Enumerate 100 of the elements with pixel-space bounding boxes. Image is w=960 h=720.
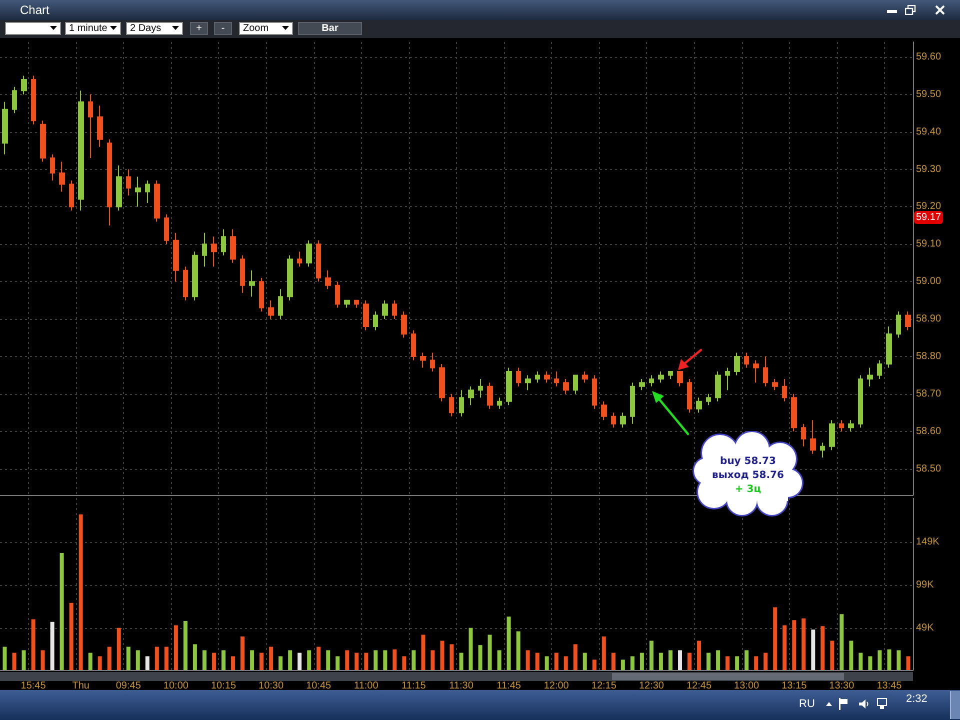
candlestick bbox=[630, 382, 635, 424]
candlestick bbox=[12, 86, 17, 114]
candlestick bbox=[344, 300, 350, 308]
bar bbox=[126, 646, 130, 670]
bar bbox=[544, 656, 549, 670]
candlestick bbox=[677, 370, 683, 387]
candlestick bbox=[905, 311, 911, 331]
candlestick bbox=[478, 378, 483, 398]
candlestick bbox=[183, 266, 188, 301]
bar bbox=[573, 644, 578, 670]
text: RU bbox=[799, 698, 815, 710]
candlestick bbox=[772, 378, 778, 391]
y-tick-label: 59.50 bbox=[916, 88, 942, 100]
candlestick bbox=[535, 370, 540, 384]
bar bbox=[145, 656, 150, 670]
candlestick bbox=[21, 75, 27, 95]
x-tick-label: 12:15 bbox=[591, 680, 617, 692]
annotation: + 3ц bbox=[734, 484, 762, 495]
bar bbox=[564, 656, 568, 670]
bar bbox=[307, 650, 312, 670]
bar bbox=[116, 628, 121, 670]
candlestick bbox=[2, 101, 8, 155]
dropdown: Zoom bbox=[239, 22, 293, 35]
x-tick-label: 12:30 bbox=[638, 680, 664, 692]
bar bbox=[782, 625, 787, 670]
bar bbox=[630, 656, 634, 670]
bar bbox=[726, 656, 730, 670]
candlestick bbox=[516, 367, 521, 387]
y-tick-label: 59.00 bbox=[916, 276, 942, 288]
candlestick bbox=[734, 352, 740, 376]
bar bbox=[298, 652, 302, 670]
candlestick bbox=[420, 352, 426, 368]
candlestick bbox=[867, 367, 873, 387]
bar bbox=[830, 640, 834, 670]
button: + bbox=[190, 22, 208, 35]
bar bbox=[392, 649, 397, 670]
bar bbox=[735, 656, 740, 670]
bar bbox=[878, 650, 882, 670]
candlestick bbox=[706, 393, 711, 406]
bar bbox=[202, 650, 206, 670]
bar bbox=[516, 631, 520, 670]
y-tick-label: 49K bbox=[916, 622, 934, 634]
y-tick-label: 58.70 bbox=[916, 388, 942, 400]
candlestick bbox=[582, 370, 588, 384]
bar bbox=[154, 646, 159, 670]
y-tick-label: 58.80 bbox=[916, 350, 942, 362]
candlestick bbox=[896, 311, 901, 338]
candlestick bbox=[791, 393, 797, 432]
annotation: выход 58.76 bbox=[712, 470, 784, 481]
bar bbox=[183, 620, 188, 670]
bar bbox=[535, 652, 540, 670]
bar bbox=[592, 660, 596, 670]
y-tick-label: 59.30 bbox=[916, 164, 942, 175]
candlestick bbox=[810, 420, 816, 454]
button: Bar bbox=[298, 22, 362, 35]
bar bbox=[174, 625, 178, 670]
bar bbox=[316, 646, 321, 670]
bar bbox=[278, 656, 283, 670]
candlestick bbox=[259, 277, 264, 312]
y-tick-label: 99K bbox=[916, 579, 934, 590]
chart-title: Chart bbox=[20, 3, 50, 17]
candlestick bbox=[592, 374, 597, 410]
candlestick bbox=[306, 240, 312, 268]
candlestick bbox=[59, 161, 65, 192]
candlestick bbox=[468, 386, 474, 406]
candlestick bbox=[782, 378, 787, 402]
candlestick bbox=[687, 378, 692, 414]
bar bbox=[896, 650, 901, 670]
candlestick bbox=[620, 412, 626, 428]
candlestick bbox=[449, 393, 454, 417]
candlestick bbox=[858, 374, 863, 428]
candlestick bbox=[135, 176, 141, 208]
y-tick-label: 59.20 bbox=[916, 201, 942, 212]
candlestick bbox=[145, 180, 150, 204]
x-tick-label: 13:30 bbox=[829, 680, 855, 692]
candlestick bbox=[192, 251, 198, 301]
candlestick bbox=[31, 75, 36, 125]
bar bbox=[488, 634, 492, 670]
candlestick bbox=[221, 228, 226, 256]
candlestick bbox=[154, 180, 160, 222]
bar bbox=[811, 630, 816, 670]
bar bbox=[260, 652, 264, 670]
candlestick bbox=[268, 300, 274, 320]
x-tick-label: 12:45 bbox=[686, 680, 712, 692]
bar bbox=[668, 650, 672, 670]
bar bbox=[706, 652, 711, 670]
y-tick-label: 58.60 bbox=[916, 426, 942, 437]
annotation: 59.17 bbox=[914, 210, 944, 224]
candlestick bbox=[430, 352, 435, 372]
bar bbox=[440, 640, 444, 670]
candlestick bbox=[829, 420, 835, 451]
annotation: buy 58.73 bbox=[720, 456, 776, 467]
y-tick-label: 59.40 bbox=[916, 126, 942, 138]
x-tick-label: 11:45 bbox=[496, 680, 522, 692]
bar bbox=[506, 616, 511, 670]
bar bbox=[649, 640, 654, 670]
bar bbox=[849, 640, 854, 670]
bar bbox=[78, 514, 83, 670]
candlestick bbox=[126, 168, 131, 196]
candlestick bbox=[820, 442, 825, 458]
